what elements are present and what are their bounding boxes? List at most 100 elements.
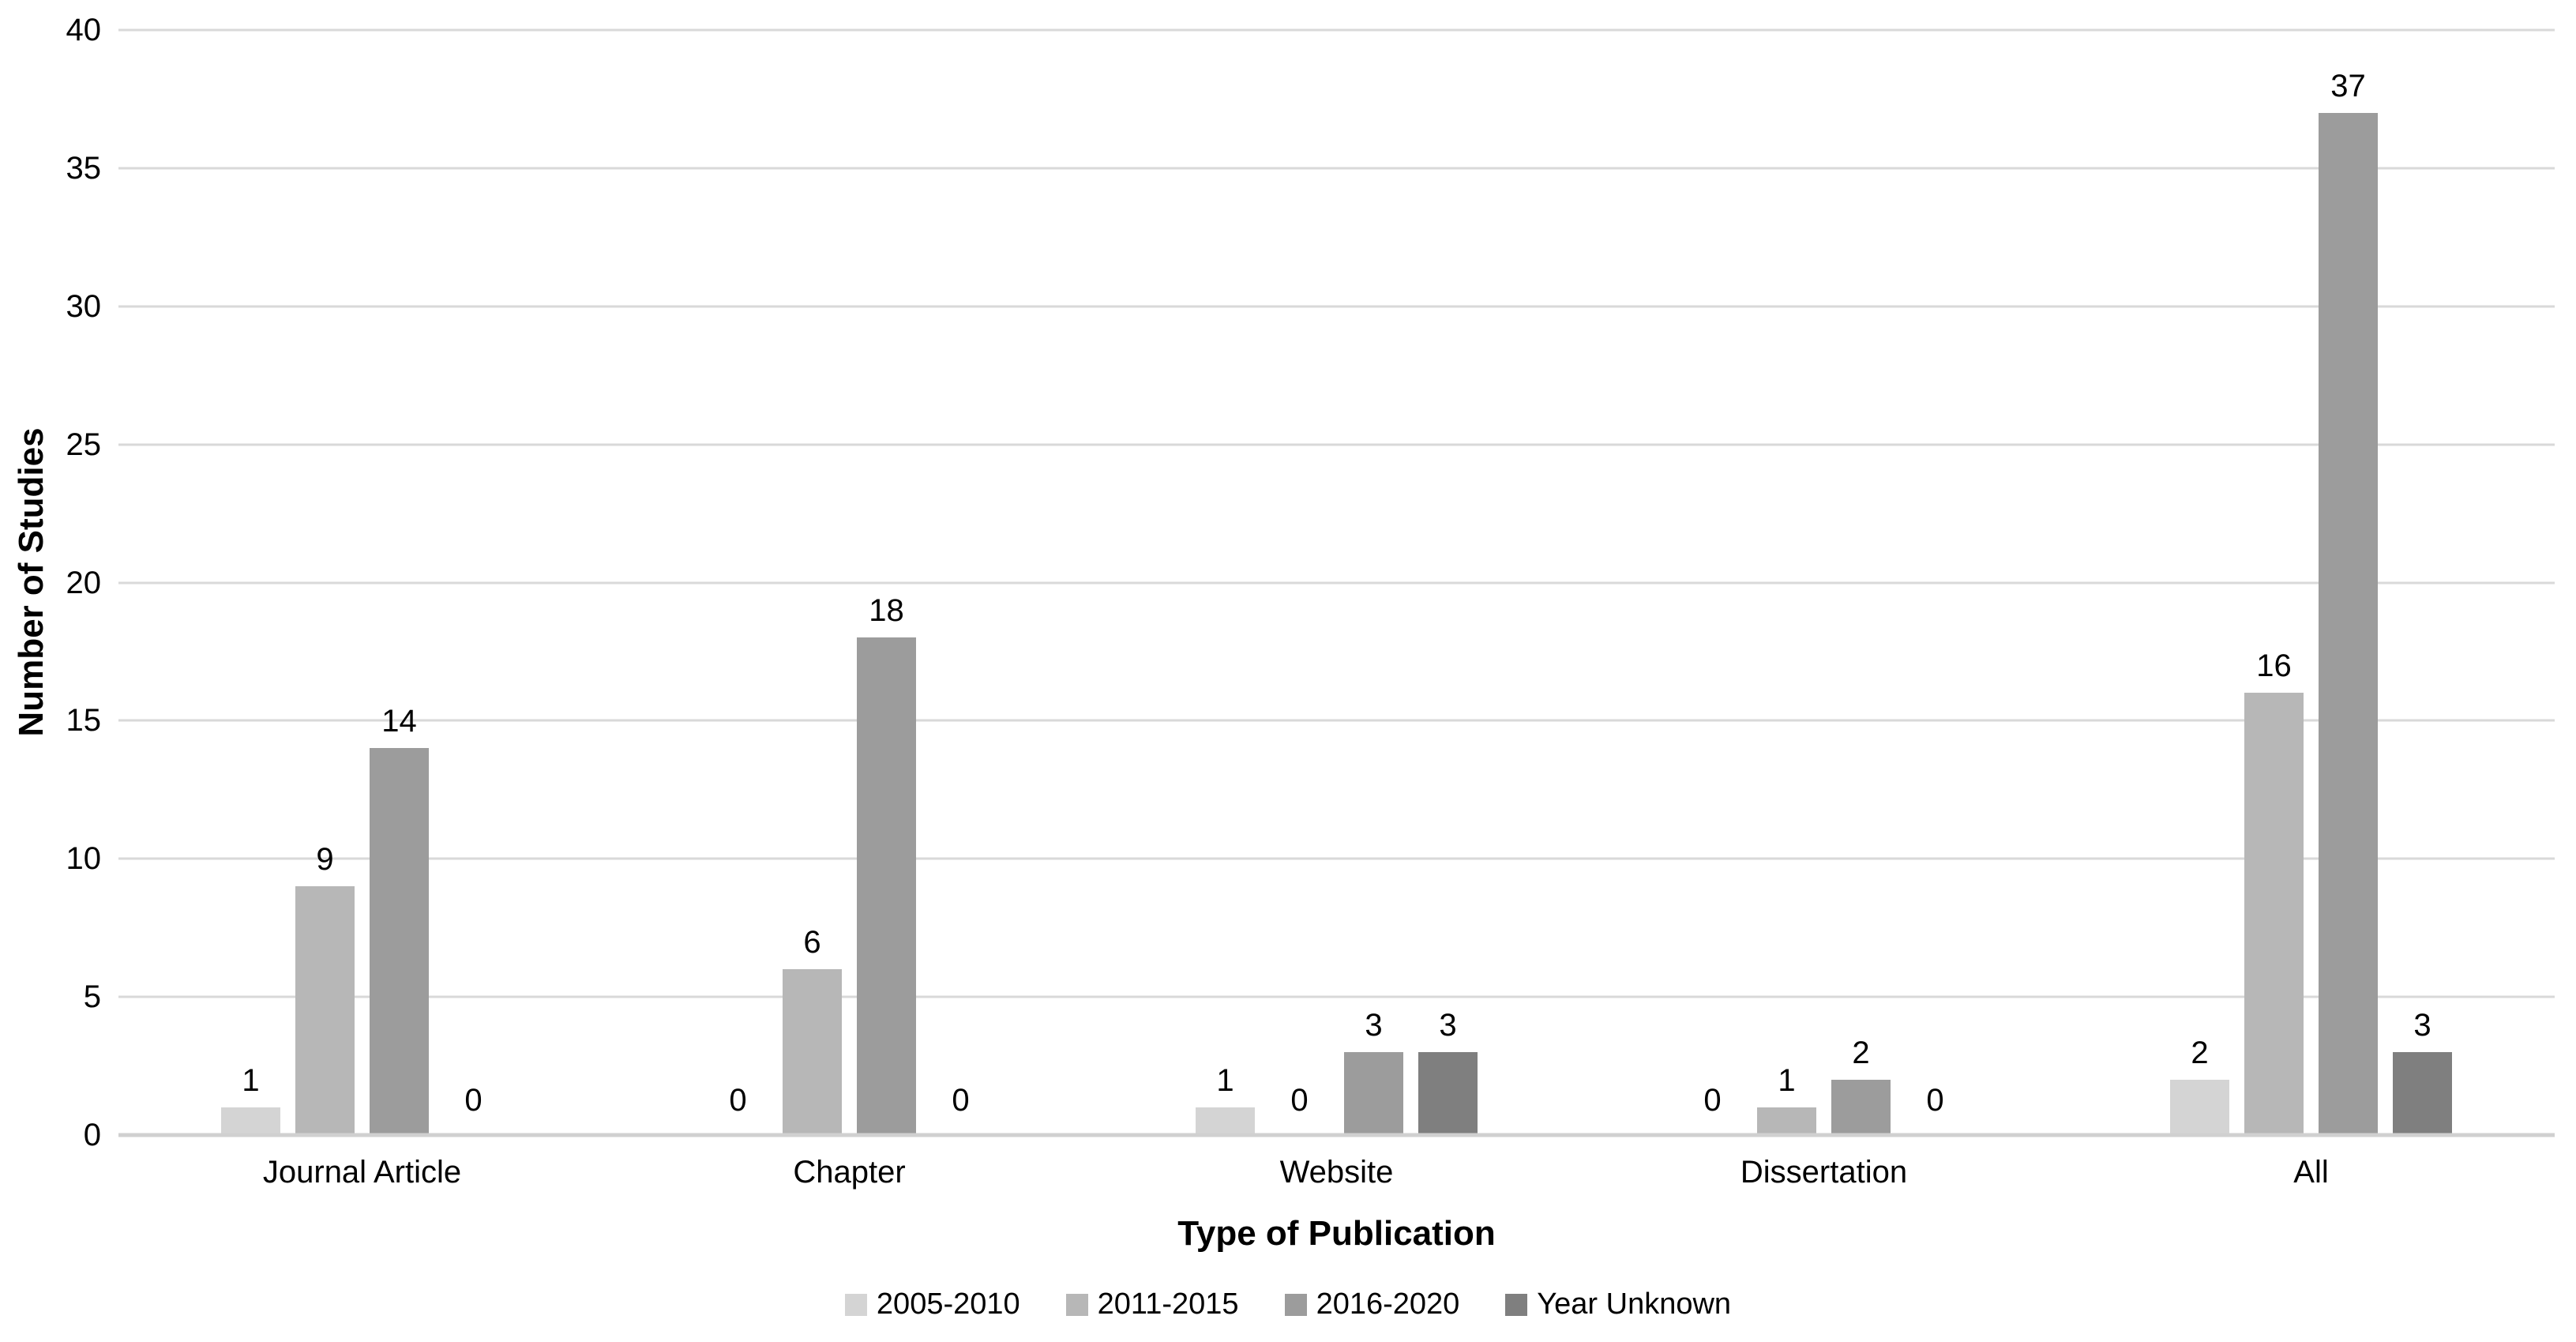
bar-group: 0 1 2 0: [1580, 30, 2067, 1135]
x-axis-title: Type of Publication: [1177, 1214, 1496, 1253]
bar-cell: 3: [1344, 30, 1403, 1135]
gridline: [118, 28, 2555, 32]
y-tick-label: 35: [66, 150, 102, 186]
gridline: [118, 719, 2555, 722]
gridline: [118, 305, 2555, 308]
legend-label: Year Unknown: [1537, 1287, 1732, 1321]
bar-value-label: 14: [381, 704, 417, 739]
y-tick-label: 25: [66, 427, 102, 462]
bar-cell: 1: [1757, 30, 1816, 1135]
bar-cell: 18: [857, 30, 916, 1135]
x-axis-tick-labels: Journal Article Chapter Website Dissertatio…: [118, 1155, 2555, 1190]
bar: [221, 1107, 280, 1135]
bar-value-label: 1: [1778, 1063, 1796, 1099]
bar-cell: 0: [444, 30, 503, 1135]
y-tick-label: 0: [83, 1118, 101, 1152]
legend-label: 2005-2010: [876, 1287, 1020, 1321]
bar: [370, 748, 429, 1135]
bar: [857, 637, 916, 1135]
bar: [2170, 1080, 2229, 1135]
y-tick-label: 40: [66, 13, 102, 47]
legend-label: 2011-2015: [1097, 1287, 1239, 1321]
bar-cell: 0: [931, 30, 990, 1135]
gridline: [118, 167, 2555, 170]
legend-swatch-icon: [1505, 1293, 1528, 1316]
y-axis-tick-labels: 0 5 10 15 20 25 30 35 40: [0, 14, 102, 1151]
y-tick-label: 15: [66, 703, 102, 739]
bar-value-label: 3: [1365, 1008, 1383, 1043]
y-tick-label: 5: [83, 979, 101, 1015]
x-tick-label: Chapter: [793, 1155, 906, 1190]
bar-value-label: 3: [1439, 1008, 1457, 1043]
legend-label: 2016-2020: [1316, 1287, 1460, 1321]
x-tick-label: Journal Article: [262, 1155, 462, 1190]
bar-cell: 37: [2319, 30, 2378, 1135]
bar-group: 0 6 18 0: [606, 30, 1093, 1135]
bar: [2319, 112, 2378, 1135]
bar-cell: 2: [1831, 30, 1891, 1135]
bar: [1831, 1080, 1891, 1135]
bar-cell: 3: [2393, 30, 2452, 1135]
bar-group: 2 16 37 3: [2067, 30, 2555, 1135]
bar-value-label: 0: [1290, 1083, 1309, 1118]
bar-cell: 0: [1683, 30, 1742, 1135]
legend-swatch-icon: [1284, 1293, 1307, 1316]
bar-cell: 6: [783, 30, 842, 1135]
bar-cell: 0: [1906, 30, 1965, 1135]
bar-value-label: 0: [1926, 1083, 1944, 1118]
bar-value-label: 18: [869, 593, 904, 629]
legend-item: 2011-2015: [1065, 1287, 1239, 1321]
bar: [1196, 1107, 1255, 1135]
bar-value-label: 0: [1703, 1083, 1722, 1118]
bar-value-label: 37: [2330, 68, 2366, 103]
bar: [2393, 1052, 2452, 1135]
legend: 2005-2010 2011-2015 2016-2020 Year Unknown: [0, 1287, 2576, 1321]
gridline: [118, 995, 2555, 998]
x-axis-line: [118, 1133, 2555, 1137]
bar-cell: 16: [2244, 30, 2304, 1135]
legend-swatch-icon: [844, 1293, 867, 1316]
bar-cell: 0: [708, 30, 768, 1135]
y-tick-label: 20: [66, 565, 102, 600]
bar-value-label: 1: [242, 1063, 260, 1099]
bar-value-label: 9: [316, 842, 334, 878]
bar-groups: 1 9 14 0 0 6 18 0 1 0 3 3 0 1 2 0 2 16 37 3: [118, 30, 2555, 1135]
legend-item: Year Unknown: [1505, 1287, 1731, 1321]
bar-group: 1 9 14 0: [118, 30, 606, 1135]
y-tick-label: 10: [66, 841, 102, 877]
y-tick-label: 30: [66, 288, 102, 324]
x-tick-label: All: [2293, 1155, 2329, 1190]
bar: [295, 886, 355, 1135]
bar: [783, 969, 842, 1135]
bar-value-label: 2: [1852, 1036, 1870, 1071]
bar-cell: 2: [2170, 30, 2229, 1135]
gridline: [118, 443, 2555, 446]
bar-value-label: 3: [2413, 1008, 2431, 1043]
bar: [2244, 693, 2304, 1135]
legend-item: 2005-2010: [844, 1287, 1020, 1321]
bar-cell: 9: [295, 30, 355, 1135]
gridline: [118, 857, 2555, 860]
bar: [1757, 1107, 1816, 1135]
bar-cell: 3: [1418, 30, 1478, 1135]
bar-value-label: 6: [803, 925, 821, 960]
bar-cell: 1: [1196, 30, 1255, 1135]
legend-swatch-icon: [1065, 1293, 1088, 1316]
bar-group: 1 0 3 3: [1093, 30, 1580, 1135]
legend-item: 2016-2020: [1284, 1287, 1460, 1321]
bar-cell: 1: [221, 30, 280, 1135]
bar-cell: 0: [1270, 30, 1329, 1135]
plot-area: 1 9 14 0 0 6 18 0 1 0 3 3 0 1 2 0 2 16 37 3: [118, 28, 2555, 1137]
bar: [1418, 1052, 1478, 1135]
gridline: [118, 581, 2555, 584]
x-tick-label: Website: [1279, 1155, 1394, 1190]
bar-value-label: 0: [729, 1083, 747, 1118]
bar-value-label: 0: [952, 1083, 970, 1118]
bar-value-label: 2: [2191, 1036, 2209, 1071]
bar-value-label: 16: [2256, 648, 2292, 684]
bar-cell: 14: [370, 30, 429, 1135]
bar: [1344, 1052, 1403, 1135]
bar-value-label: 0: [464, 1083, 483, 1118]
x-tick-label: Dissertation: [1740, 1155, 1908, 1190]
